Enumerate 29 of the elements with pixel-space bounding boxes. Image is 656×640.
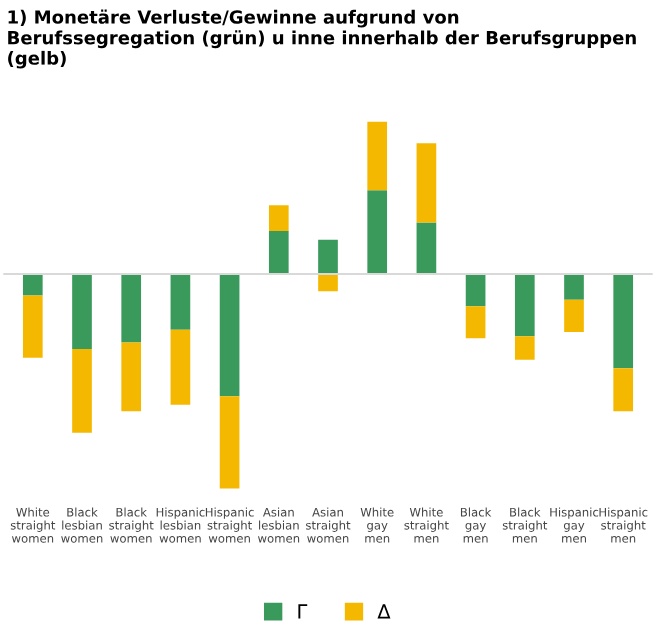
- bar: [170, 273, 191, 330]
- bar: [564, 273, 584, 300]
- bar: [514, 273, 535, 337]
- bar: [367, 121, 388, 191]
- bar: [613, 368, 634, 412]
- bar: [22, 273, 43, 296]
- chart-title: 1) Monetäre Verluste/Gewinne aufgrund von Berufssegregation (grün) u inne innerhalb der Berufsgruppen (gelb): [8, 9, 636, 69]
- bar: [416, 222, 437, 274]
- bar: [564, 299, 584, 332]
- bar: [121, 273, 142, 343]
- bar: [121, 342, 142, 412]
- bar: [170, 329, 191, 405]
- bar: [318, 273, 338, 292]
- bar: [367, 190, 388, 274]
- bar: [72, 273, 92, 350]
- bar: [514, 336, 535, 360]
- bar: [268, 205, 289, 232]
- bar: [22, 295, 43, 358]
- bar: [219, 396, 240, 489]
- bar: [219, 273, 240, 397]
- bar: [72, 349, 92, 433]
- legend-label: Γ: [298, 604, 308, 619]
- bar: [613, 273, 634, 369]
- bar: [318, 239, 338, 274]
- bar: [465, 273, 486, 307]
- legend-label: Δ: [377, 604, 391, 619]
- bar: [465, 306, 486, 339]
- bar: [416, 143, 437, 223]
- bar: [268, 231, 289, 274]
